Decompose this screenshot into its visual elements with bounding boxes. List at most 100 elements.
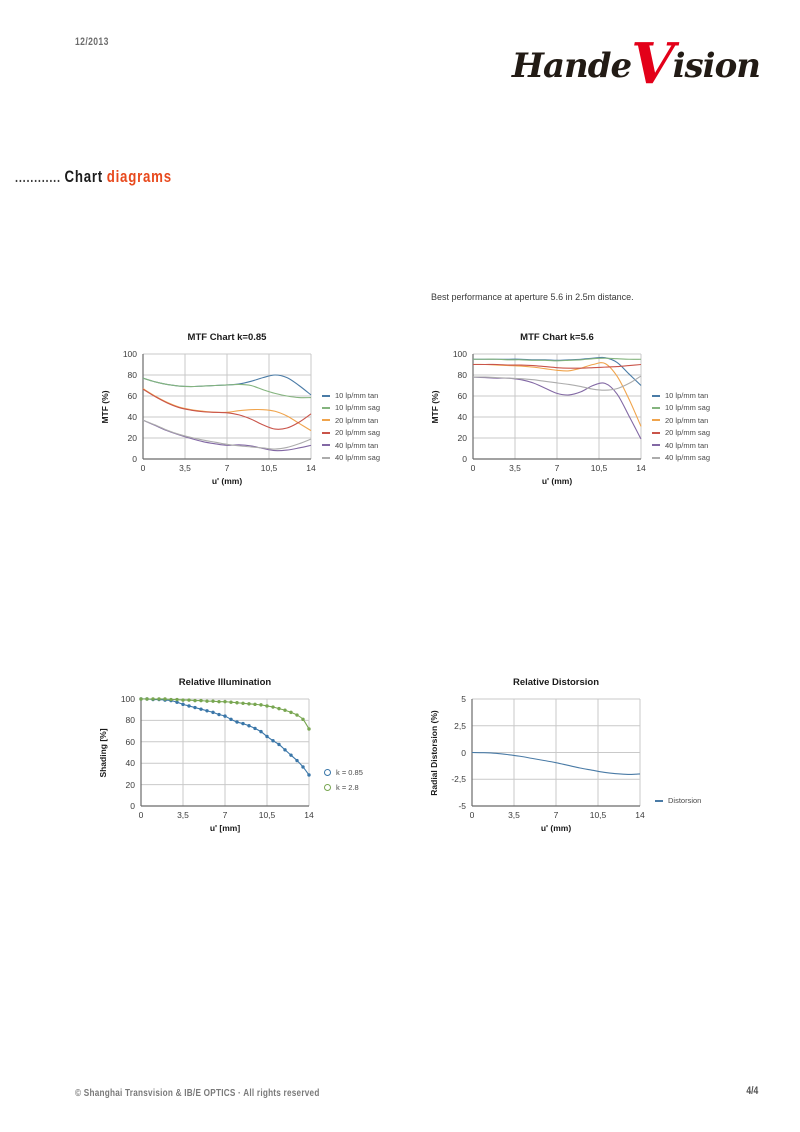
data-point-marker <box>295 713 299 717</box>
data-point-marker <box>175 700 179 704</box>
y-tick-label: 20 <box>457 433 467 443</box>
legend-dash-marker <box>652 444 660 447</box>
y-tick-label: 40 <box>457 412 467 422</box>
data-point-marker <box>181 698 185 702</box>
y-tick-label: 0 <box>462 454 467 464</box>
y-tick-label: 40 <box>125 758 135 769</box>
legend-item: 10 lp/mm sag <box>652 403 710 412</box>
legend-item: 20 lp/mm sag <box>652 428 710 437</box>
data-point-marker <box>259 729 263 734</box>
y-tick-label: 100 <box>122 349 137 359</box>
legend-label: 10 lp/mm sag <box>665 403 711 413</box>
data-point-marker <box>193 698 197 703</box>
legend-label: 40 lp/mm tan <box>665 440 709 450</box>
data-point-marker <box>265 704 269 708</box>
y-tick-label: 60 <box>457 391 467 401</box>
chart-title: MTF Chart k=0.85 <box>187 332 267 343</box>
x-tick-label: 10,5 <box>260 463 278 473</box>
legend-item: 10 lp/mm tan <box>652 391 708 400</box>
data-point-marker <box>283 708 287 712</box>
chart-title: MTF Chart k=5.6 <box>520 332 594 343</box>
data-point-marker <box>217 699 221 704</box>
legend-label: 20 lp/mm sag <box>335 428 381 438</box>
y-tick-label: 0 <box>130 801 135 811</box>
data-point-marker <box>193 705 197 710</box>
x-tick-label: 10,5 <box>589 810 607 820</box>
data-point-marker <box>301 717 305 722</box>
legend-dash-marker <box>322 444 330 447</box>
y-tick-label: 60 <box>125 736 135 747</box>
legend-ring-marker <box>324 769 331 776</box>
legend-item: k = 0.85 <box>324 768 363 777</box>
data-point-marker <box>223 699 227 704</box>
series-line <box>142 377 312 399</box>
series-line <box>142 419 312 450</box>
legend-item: 20 lp/mm tan <box>652 416 708 425</box>
y-tick-label: 40 <box>127 412 137 422</box>
y-tick-label: 80 <box>125 715 135 726</box>
data-point-marker <box>295 758 299 763</box>
x-tick-label: 10,5 <box>258 810 276 820</box>
legend-label: 40 lp/mm sag <box>665 453 711 462</box>
data-point-marker <box>229 700 233 704</box>
legend-label: 10 lp/mm tan <box>665 391 709 400</box>
legend-dash-marker <box>652 431 660 434</box>
y-tick-label: 0 <box>461 747 466 758</box>
data-point-marker <box>277 742 281 747</box>
data-point-marker <box>211 710 215 715</box>
legend-dash-marker <box>652 456 660 459</box>
x-tick-label: 7 <box>554 463 560 473</box>
x-tick-label: 0 <box>140 463 146 473</box>
data-point-marker <box>259 703 263 707</box>
data-point-marker <box>217 712 221 717</box>
data-point-marker <box>199 707 203 711</box>
data-point-marker <box>307 727 311 731</box>
data-point-marker <box>271 705 275 709</box>
legend-dash-marker <box>322 431 330 434</box>
plot-svg <box>142 353 312 460</box>
data-point-marker <box>223 714 227 718</box>
data-point-marker <box>187 698 191 702</box>
x-tick-label: 14 <box>304 810 314 820</box>
legend-label: 20 lp/mm tan <box>665 415 709 425</box>
y-tick-label: -5 <box>458 801 466 811</box>
legend-label: k = 2.8 <box>336 782 359 792</box>
y-tick-label: 20 <box>125 779 135 790</box>
legend-item: 10 lp/mm sag <box>322 403 380 412</box>
chart-title: Relative Distorsion <box>512 677 600 688</box>
title-primary: Chart <box>64 167 104 186</box>
data-point-marker <box>211 699 215 703</box>
legend-label: 20 lp/mm tan <box>335 415 379 425</box>
data-point-marker <box>265 734 269 739</box>
legend-item: 10 lp/mm tan <box>322 391 378 400</box>
data-point-marker <box>247 724 251 728</box>
page-date: 12/2013 <box>75 36 109 48</box>
data-point-marker <box>241 701 245 705</box>
data-point-marker <box>241 721 245 726</box>
y-tick-label: 60 <box>127 391 137 401</box>
data-point-marker <box>253 726 257 731</box>
data-point-marker <box>235 720 239 724</box>
section-title: ............ Chart diagrams <box>15 167 216 187</box>
performance-note: Best performance at aperture 5.6 in 2.5m… <box>431 292 634 302</box>
x-tick-label: 3,5 <box>179 463 191 473</box>
x-tick-label: 7 <box>553 810 559 820</box>
footer-page-number: 4/4 <box>746 1085 758 1097</box>
y-tick-label: 100 <box>120 694 135 704</box>
legend-item: 40 lp/mm sag <box>322 453 380 462</box>
x-axis-label: u' (mm) <box>211 476 243 486</box>
x-tick-label: 0 <box>469 810 475 820</box>
data-point-marker <box>289 710 293 715</box>
footer-copyright: © Shanghai Transvision & IB/E OPTICS · A… <box>75 1087 320 1099</box>
legend-label: k = 0.85 <box>336 768 363 777</box>
legend-dash-marker <box>652 394 660 397</box>
legend-item: 40 lp/mm tan <box>652 441 708 450</box>
legend-item: 40 lp/mm sag <box>652 453 710 462</box>
chart-title: Relative Illumination <box>178 677 272 688</box>
title-dotted-leader: ............ <box>15 169 61 185</box>
data-point-marker <box>271 739 275 743</box>
logo-accent-v: V <box>631 31 674 97</box>
legend-label: 40 lp/mm tan <box>335 440 379 450</box>
legend-label: 10 lp/mm tan <box>335 391 379 400</box>
data-point-marker <box>157 697 161 701</box>
